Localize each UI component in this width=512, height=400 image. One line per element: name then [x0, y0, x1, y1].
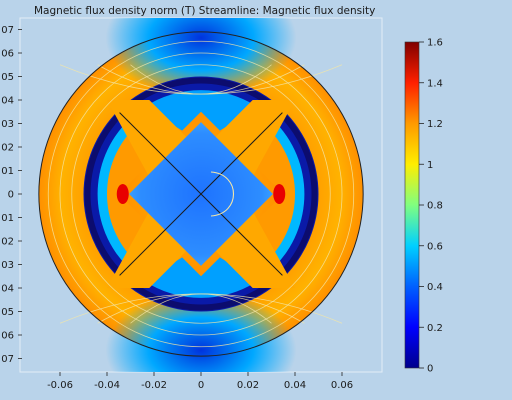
- stator-outline: [38, 31, 364, 357]
- colorbar-tick-label: 0.6: [427, 241, 443, 252]
- rotor-boundary-line: [200, 112, 283, 195]
- colorbar-ticks: 1.6 1.4 1.2 1 0.8 0.6 0.4 0.2 0: [419, 38, 443, 375]
- streamline: [47, 40, 355, 348]
- y-tick-label: 03: [1, 119, 14, 130]
- colorbar-tick-label: 0.2: [427, 323, 443, 334]
- stator-low-flux-top: [105, 18, 297, 98]
- y-tick-label: 06: [1, 49, 14, 60]
- winding-outer-band: [84, 77, 318, 311]
- y-tick-label: 02: [1, 237, 14, 248]
- rotor-boundary-line: [119, 112, 202, 195]
- plot-area: [38, 18, 364, 372]
- y-tick-label: 02: [1, 143, 14, 154]
- x-tick-label: 0.04: [284, 380, 306, 391]
- y-tick-label: 0: [8, 190, 14, 201]
- y-tick-label: 04: [1, 284, 14, 295]
- colorbar-tick-label: 1.6: [427, 38, 443, 49]
- colorbar-tick-label: 1.4: [427, 78, 443, 89]
- y-axis: 07 06 05 04 03 02 01 0 01 02 03 04 05 06 07: [1, 25, 22, 365]
- colorbar-tick-label: 1.2: [427, 119, 443, 130]
- colorbar: [404, 41, 420, 369]
- y-tick-label: 04: [1, 96, 14, 107]
- y-tick-label: 01: [1, 166, 14, 177]
- y-tick-label: 05: [1, 307, 14, 318]
- streamline: [59, 64, 343, 95]
- colorbar-tick-label: 0.8: [427, 201, 443, 212]
- x-axis: -0.06 -0.04 -0.02 0 0.02 0.04 0.06: [47, 372, 353, 391]
- chart-title: Magnetic flux density norm (T) Streamlin…: [34, 5, 375, 17]
- colorbar-tick-label: 0: [427, 364, 433, 375]
- streamline: [59, 52, 343, 336]
- hotspot-right: [273, 184, 286, 204]
- streamline: [59, 293, 343, 324]
- x-tick-label: -0.06: [47, 380, 73, 391]
- y-tick-label: 07: [1, 25, 14, 36]
- x-tick-label: -0.02: [141, 380, 167, 391]
- x-tick-label: -0.04: [94, 380, 120, 391]
- streamline: [71, 64, 331, 324]
- rotor-boundary-line: [200, 193, 283, 276]
- streamline: [210, 171, 234, 217]
- colorbar-tick-label: 0.4: [427, 282, 443, 293]
- x-tick-label: 0: [198, 380, 204, 391]
- rotor-boundary-line: [119, 193, 202, 276]
- stator-low-flux-bottom: [105, 290, 297, 372]
- y-tick-label: 07: [1, 354, 14, 365]
- y-tick-label: 05: [1, 72, 14, 83]
- y-tick-label: 03: [1, 260, 14, 271]
- y-tick-label: 01: [1, 213, 14, 224]
- x-tick-label: 0.06: [331, 380, 353, 391]
- colorbar-tick-label: 1: [427, 160, 433, 171]
- y-tick-label: 06: [1, 331, 14, 342]
- hotspot-left: [116, 184, 129, 204]
- x-tick-label: 0.02: [237, 380, 259, 391]
